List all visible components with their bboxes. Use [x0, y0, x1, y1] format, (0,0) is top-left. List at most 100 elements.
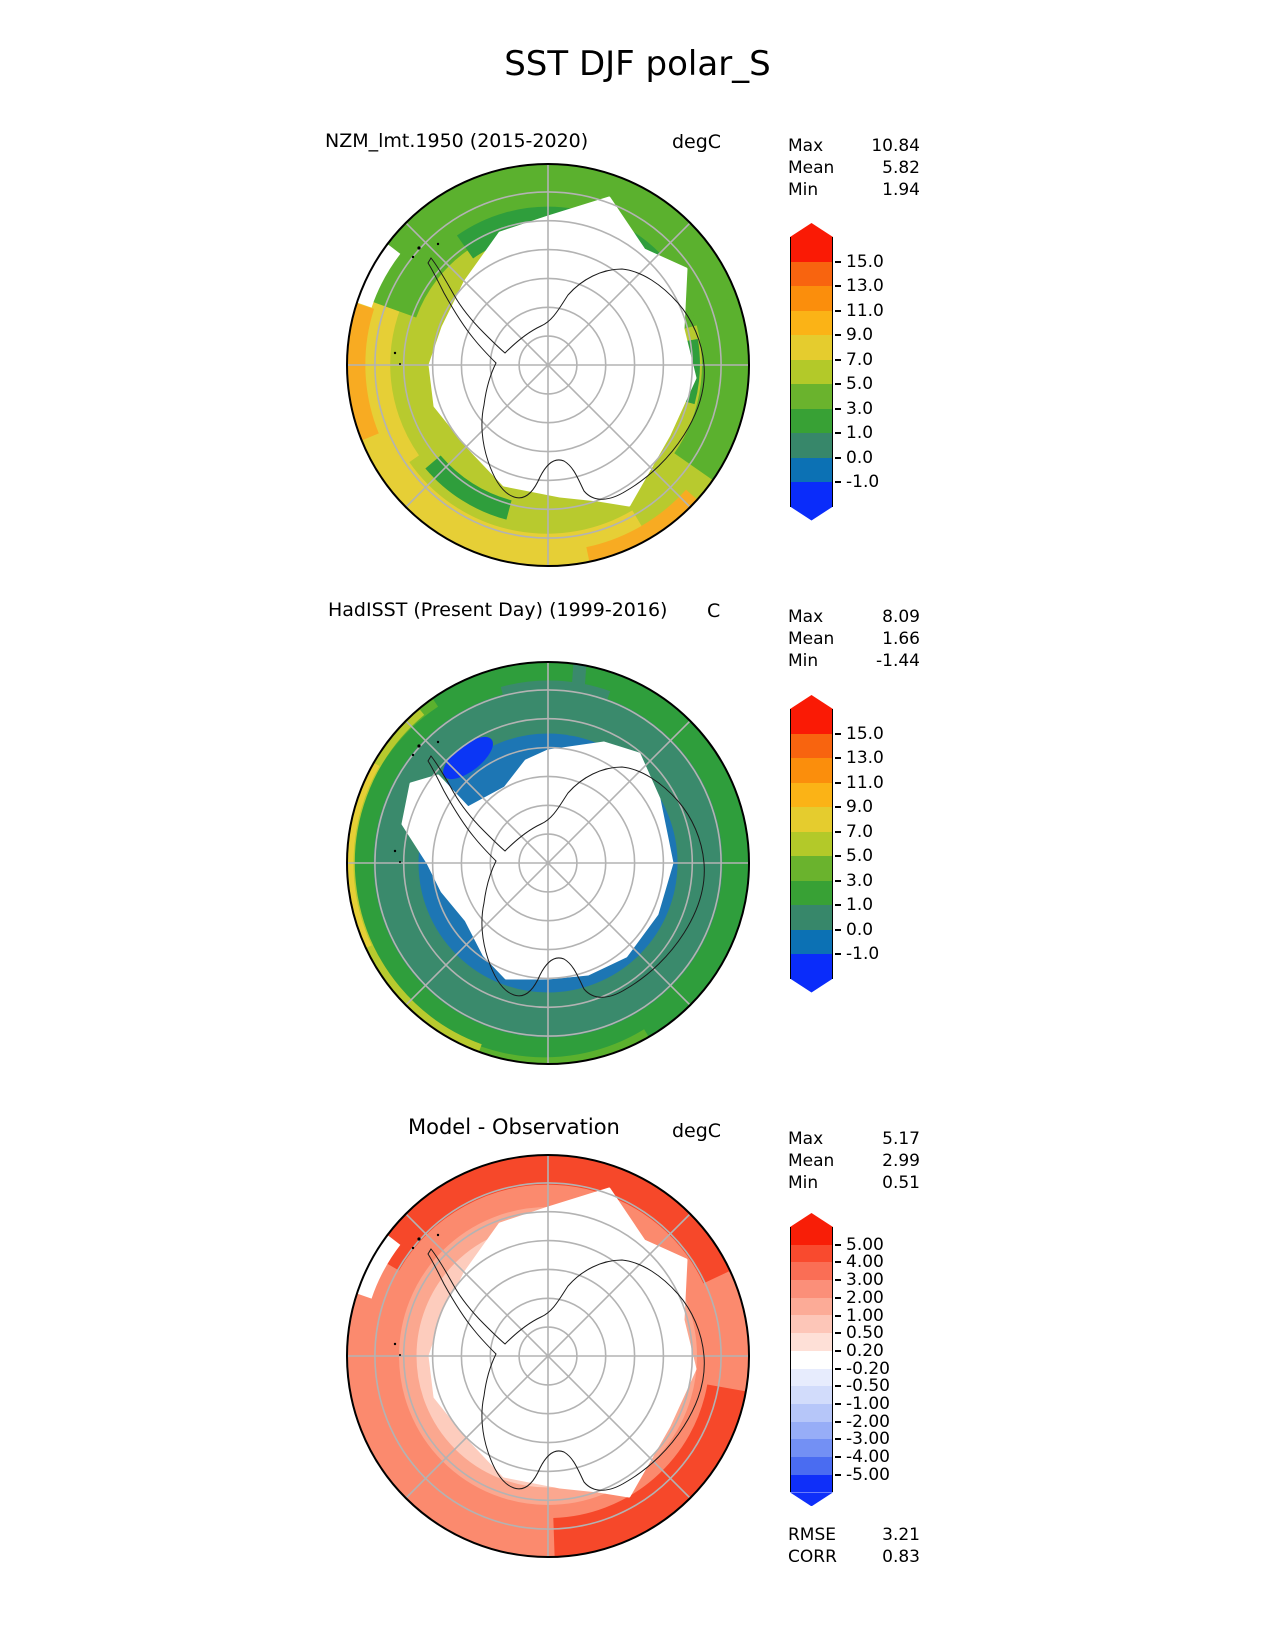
map-border: [346, 1154, 750, 1558]
colorbar-segment: [791, 359, 832, 384]
antarctica-coastline: [427, 755, 705, 998]
panel1-title: NZM_lmt.1950 (2015-2020): [325, 130, 589, 152]
colorbar-tick-label: -0.20: [835, 1359, 890, 1379]
colorbar-tick-label: 15.0: [835, 724, 884, 744]
colorbar-segment: [791, 1333, 832, 1351]
colorbar-segment: [791, 1350, 832, 1369]
panel3-unit: degC: [672, 1120, 722, 1142]
panel2-stats: Max 8.09 Mean 1.66 Min -1.44: [788, 606, 920, 672]
colorbar-segment: [791, 856, 832, 881]
colorbar-segment: [791, 807, 832, 832]
colorbar-tick-label: 9.0: [835, 797, 873, 817]
colorbar-over-arrow: [790, 1213, 833, 1227]
colorbar-segment: [791, 905, 832, 930]
colorbar-tick-label: -5.00: [835, 1465, 890, 1485]
colorbar-tick-label: 7.0: [835, 822, 873, 842]
colorbar-tick-label: 0.20: [835, 1341, 884, 1361]
colorbar-over-arrow: [790, 223, 833, 237]
colorbar-tick-label: 3.0: [835, 399, 873, 419]
map-border: [346, 163, 750, 567]
panel3-title: Model - Observation: [408, 1115, 620, 1139]
colorbar-segment: [791, 433, 832, 458]
colorbar-tick-label: -1.00: [835, 1394, 890, 1414]
colorbar-segment: [791, 929, 832, 954]
panel2-unit: C: [707, 600, 721, 622]
colorbar-tick-label: 3.0: [835, 871, 873, 891]
panel3-metrics: RMSE 3.21 CORR 0.83: [788, 1524, 920, 1568]
colorbar-segment: [791, 286, 832, 311]
small-islands: [393, 740, 440, 863]
stat-row: Min 0.51: [788, 1173, 920, 1193]
metric-row: RMSE 3.21: [788, 1525, 920, 1545]
colorbar-tick-label: 13.0: [835, 748, 884, 768]
colorbar-tick-label: 0.0: [835, 920, 873, 940]
map-border: [346, 661, 750, 1065]
colorbar-segment: [791, 1262, 832, 1281]
small-islands: [393, 242, 440, 365]
colorbar-tick-label: 13.0: [835, 276, 884, 296]
panel2-title: HadISST (Present Day) (1999-2016): [328, 599, 668, 621]
stat-row: Mean 1.66: [788, 629, 920, 649]
stat-row: Min 1.94: [788, 180, 920, 200]
colorbar-tick-label: -4.00: [835, 1447, 890, 1467]
colorbar-over-arrow: [790, 695, 833, 709]
colorbar-tick-label: 11.0: [835, 773, 884, 793]
colorbar-tick-label: 11.0: [835, 301, 884, 321]
map-antarctica-difference: [346, 1154, 750, 1558]
colorbar-segment: [791, 1280, 832, 1298]
colorbar-tick-label: -0.50: [835, 1376, 890, 1396]
colorbar-tick-label: 1.0: [835, 895, 873, 915]
colorbar-sst-obs: 15.0 13.0 11.0 9.0 7.0 5.0 3.0 1.0 0.0 -1.0: [790, 695, 884, 993]
colorbar-segment: [791, 733, 832, 758]
small-islands: [393, 1233, 440, 1356]
colorbar-segment: [791, 758, 832, 783]
colorbar-tick-label: 1.00: [835, 1306, 884, 1326]
colorbar-under-arrow: [790, 506, 833, 521]
colorbar-segment: [791, 482, 832, 507]
colorbar-segment: [791, 335, 832, 360]
antarctica-coastline: [427, 257, 705, 500]
colorbar-segment: [791, 1297, 832, 1316]
colorbar-segment: [791, 1227, 832, 1245]
colorbar-segment: [791, 384, 832, 409]
stat-row: Mean 2.99: [788, 1151, 920, 1171]
colorbar-segments: [790, 1227, 833, 1493]
colorbar-tick-label: 5.0: [835, 374, 873, 394]
colorbar-tick-label: -3.00: [835, 1429, 890, 1449]
colorbar-segment: [791, 1315, 832, 1334]
panel1-stats: Max 10.84 Mean 5.82 Min 1.94: [788, 135, 920, 201]
stat-row: Max 5.17: [788, 1129, 920, 1149]
colorbar-tick-label: -1.0: [835, 944, 879, 964]
colorbar-sst: 15.0 13.0 11.0 9.0 7.0 5.0 3.0 1.0 0.0 -1.0: [790, 223, 884, 521]
stat-row: Max 10.84: [788, 136, 920, 156]
colorbar-tick-label: 5.00: [835, 1235, 884, 1255]
colorbar-segment: [791, 1474, 832, 1493]
colorbar-segment: [791, 457, 832, 482]
colorbar-tick-label: 7.0: [835, 350, 873, 370]
colorbar-tick-label: 0.50: [835, 1323, 884, 1343]
graticule: [347, 1155, 749, 1557]
colorbar-segment: [791, 880, 832, 905]
colorbar-tick-label: 4.00: [835, 1252, 884, 1272]
stat-row: Mean 5.82: [788, 158, 920, 178]
colorbar-segment: [791, 1403, 832, 1422]
colorbar-tick-label: 1.0: [835, 423, 873, 443]
figure-title: SST DJF polar_S: [504, 44, 771, 84]
colorbar-segment: [791, 1244, 832, 1263]
panel1-unit: degC: [672, 131, 722, 153]
colorbar-segment: [791, 709, 832, 734]
colorbar-segment: [791, 261, 832, 286]
map-antarctica-observation: [346, 661, 750, 1065]
colorbar-difference: 5.00 4.00 3.00 2.00 1.00 0.50 0.20 -0.20 -0.50 -1…: [790, 1213, 890, 1507]
colorbar-tick-label: 3.00: [835, 1270, 884, 1290]
colorbar-segment: [791, 310, 832, 335]
metric-row: CORR 0.83: [788, 1547, 920, 1567]
colorbar-tick-label: 15.0: [835, 252, 884, 272]
colorbar-tick-label: 0.0: [835, 448, 873, 468]
graticule: [347, 662, 749, 1064]
colorbar-segment: [791, 1439, 832, 1457]
colorbar-tick-label: -1.0: [835, 472, 879, 492]
colorbar-tick-label: 2.00: [835, 1288, 884, 1308]
colorbar-segment: [791, 408, 832, 433]
